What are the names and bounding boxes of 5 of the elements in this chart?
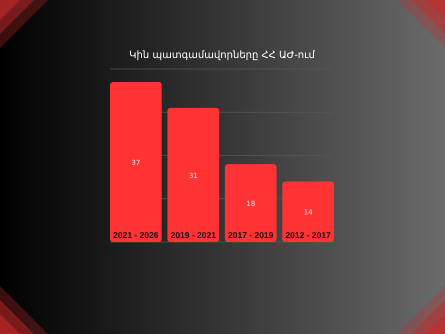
x-tick-label: 2019 - 2021	[170, 230, 216, 240]
x-tick-label: 2021 - 2026	[113, 230, 159, 240]
x-tick-label: 2012 - 2017	[285, 230, 332, 240]
chart-title: Կին պատգամավորները ՀՀ ԱԺ-ում	[129, 50, 316, 61]
x-tick-label: 2017 - 2019	[228, 230, 274, 240]
